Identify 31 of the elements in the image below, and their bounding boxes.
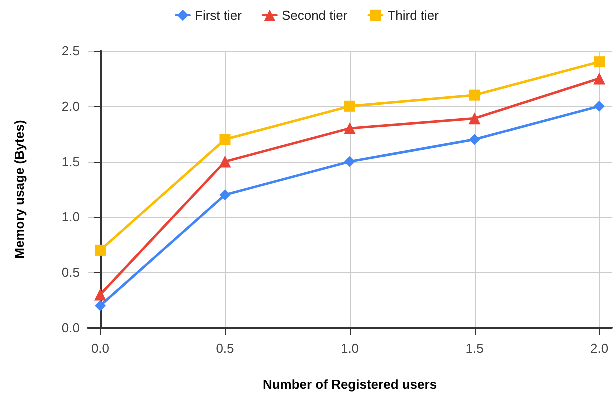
x-tick-label: 1.0 [340,341,360,356]
point [220,134,231,146]
point [594,56,606,68]
legend-label: Second tier [282,8,348,23]
x-tick-label: 0.5 [216,341,234,356]
point [220,190,231,201]
x-tick-label: 1.5 [466,341,484,356]
point [469,90,480,101]
y-tick-label: 0.0 [62,320,80,336]
x-tick-label: 0.0 [91,341,110,356]
y-axis-title: Memory usage (Bytes) [12,120,27,259]
y-tick-label: 2.5 [62,44,80,58]
point [594,72,606,85]
point [94,288,106,301]
legend-label: Third tier [388,8,440,23]
point [94,244,106,256]
point [94,300,106,312]
y-tick-label: 2.0 [62,98,80,114]
y-tick-label: 1.5 [62,154,80,170]
point [344,156,356,168]
point [344,100,356,112]
point [468,112,481,125]
y-tick-label: 0.5 [62,265,80,280]
point [344,122,356,135]
x-tick-label: 2.0 [590,341,609,356]
point [469,134,480,146]
x-axis-title: Number of Registered users [262,377,438,392]
y-tick-label: 1.0 [62,210,80,225]
legend-label: First tier [195,8,243,23]
point [594,100,606,112]
point [219,156,232,168]
